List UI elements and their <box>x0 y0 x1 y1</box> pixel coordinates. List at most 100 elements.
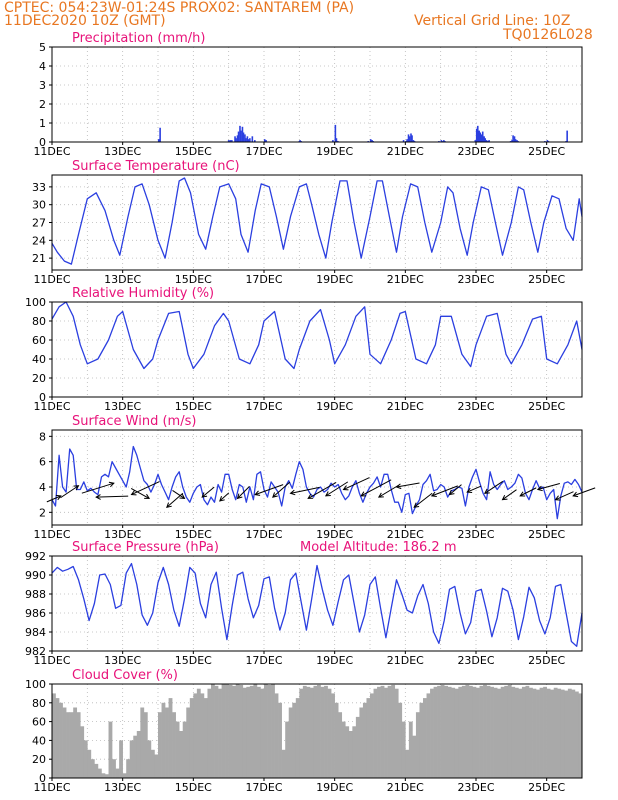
cloud-cover-bar <box>285 721 290 778</box>
precipitation-bar <box>234 136 236 142</box>
wind-vector-head <box>360 491 367 497</box>
temperature-ytick-label: 30 <box>32 199 46 212</box>
cloud-cover-frame <box>51 683 583 779</box>
cloud-cover-bar <box>373 688 378 778</box>
temperature-xtick-label: 25DEC <box>528 273 565 286</box>
humidity-frame <box>51 301 583 398</box>
precipitation-xtick-label: 11DEC <box>33 145 70 158</box>
cloud-cover-bar <box>203 698 208 778</box>
cloud-cover-bar <box>366 698 371 778</box>
cloud-cover-ytick-label: 40 <box>32 734 46 747</box>
cloud-cover-bar <box>267 684 272 778</box>
cloud-cover-bar <box>444 685 449 778</box>
cloud-cover-bar <box>196 688 201 778</box>
humidity-ytick-label: 0 <box>39 391 46 404</box>
cloud-cover-bar <box>461 685 466 778</box>
cloud-cover-bar <box>486 685 491 778</box>
precipitation-bar <box>566 130 568 142</box>
cloud-cover-bar <box>129 740 134 778</box>
wind-vector-head <box>307 493 314 499</box>
precipitation-bar <box>514 139 517 142</box>
cloud-cover-bar <box>497 688 502 778</box>
pressure-ytick-label: 984 <box>25 626 46 639</box>
wind-vector <box>254 484 284 496</box>
cloud-cover-bar <box>514 687 519 778</box>
cloud-cover-bar <box>182 721 187 778</box>
cloud-cover-bar <box>264 684 268 778</box>
cloud-cover-xtick-label: 21DEC <box>387 781 424 794</box>
cloud-cover-bar <box>211 684 215 778</box>
cloud-cover-ytick-label: 0 <box>39 772 46 785</box>
precipitation-frame <box>51 46 583 143</box>
wind-vector-head <box>483 488 490 494</box>
wind-vector <box>431 485 459 497</box>
wind-vector-head <box>219 496 225 502</box>
wind-vector <box>46 495 62 503</box>
cloud-cover-xtick-label: 19DEC <box>316 781 353 794</box>
humidity-ytick-label: 40 <box>32 353 46 366</box>
precipitation-bar <box>512 135 514 142</box>
pressure-xtick-label: 19DEC <box>316 654 353 667</box>
wind-vector <box>466 485 482 493</box>
cloud-cover-bar <box>521 686 526 778</box>
wind-vector <box>378 484 400 498</box>
cloud-cover-bar <box>147 740 152 778</box>
wind-ytick-label: 8 <box>39 430 46 443</box>
humidity-xtick-label: 15DEC <box>175 400 212 413</box>
cloud-cover-xtick-label: 23DEC <box>457 781 494 794</box>
cloud-cover-bar <box>355 716 360 778</box>
precipitation-bar <box>157 139 160 142</box>
precipitation-bar <box>478 130 480 142</box>
precipitation-bar <box>484 138 486 142</box>
precipitation-xtick-label: 17DEC <box>245 145 282 158</box>
cloud-cover-bar <box>324 685 328 778</box>
cloud-cover-bar <box>430 688 434 778</box>
cloud-cover-bar <box>401 721 406 778</box>
precipitation-bar <box>254 140 256 142</box>
wind-vector-head <box>289 489 296 496</box>
precipitation-bar <box>440 140 443 142</box>
cloud-cover-bar <box>451 687 456 778</box>
cloud-cover-bar <box>253 684 258 778</box>
cloud-cover-bar <box>299 688 304 778</box>
cloud-cover-bar <box>232 685 237 778</box>
precipitation-bar <box>242 132 245 142</box>
cloud-cover-bar <box>172 712 176 778</box>
pressure-title: Surface Pressure (hPa) <box>72 540 219 555</box>
cloud-cover-bar <box>546 688 551 778</box>
cloud-cover-bar <box>426 693 431 778</box>
wind-vector <box>96 495 129 498</box>
cloud-cover-bar <box>543 686 547 778</box>
cloud-cover-bar <box>140 707 145 778</box>
cloud-cover-bar <box>391 684 396 778</box>
cloud-cover-bar <box>423 698 427 778</box>
wind-vector <box>172 489 185 499</box>
wind-vector-head <box>272 492 278 498</box>
precipitation-bar <box>481 131 484 142</box>
wind-vector <box>343 477 370 490</box>
cloud-cover-bar <box>408 721 413 778</box>
cloud-cover-bar <box>105 774 109 778</box>
precipitation-bar <box>485 140 488 142</box>
wind-vector <box>572 487 596 497</box>
wind-vector-head <box>108 481 115 488</box>
cloud-cover-bar <box>327 688 332 778</box>
cloud-cover-bar <box>207 688 212 778</box>
wind-vector <box>360 479 392 497</box>
precipitation-bar <box>240 130 242 142</box>
wind-vector-head <box>144 493 151 499</box>
pressure-xtick-label: 23DEC <box>457 654 494 667</box>
precipitation-ytick-label: 0 <box>39 136 46 149</box>
model-code: TQ0126L028 <box>503 27 593 43</box>
temperature-ytick-label: 21 <box>32 252 46 265</box>
cloud-cover-bar <box>500 686 505 778</box>
precipitation-bar <box>371 140 373 142</box>
humidity-xtick-label: 11DEC <box>33 400 70 413</box>
cloud-cover-bar <box>158 712 162 778</box>
wind-xtick-label: 13DEC <box>104 528 141 541</box>
cloud-cover-bar <box>338 712 343 778</box>
wind-xtick-label: 21DEC <box>387 528 424 541</box>
temperature-xtick-label: 23DEC <box>457 273 494 286</box>
temperature-title: Surface Temperature (nC) <box>72 159 240 174</box>
precipitation-bar <box>516 140 518 142</box>
